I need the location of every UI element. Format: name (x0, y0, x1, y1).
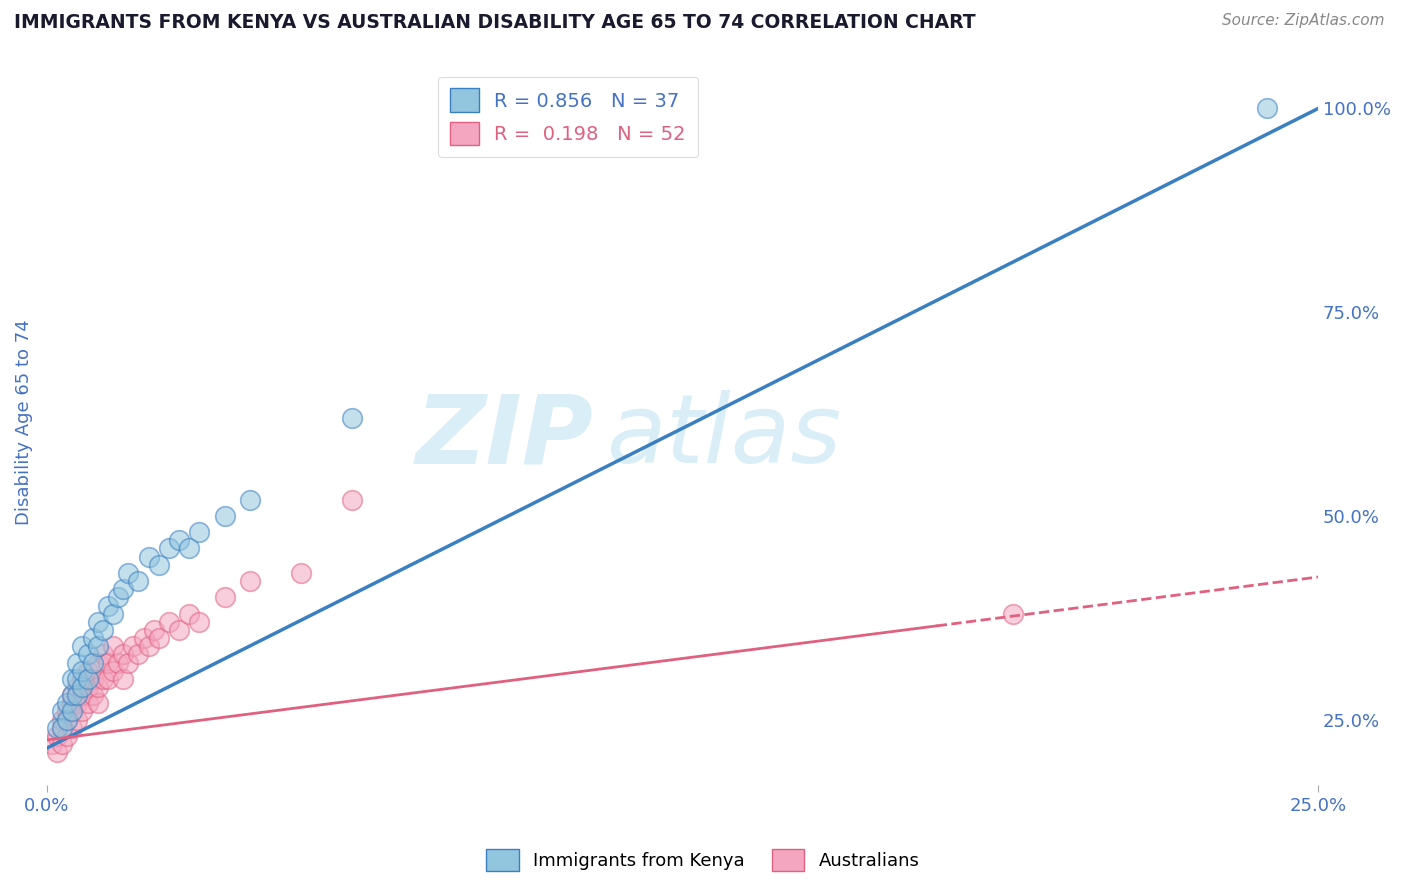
Point (66, 713, 89, 727)
Point (72, 688, 94, 702)
Point (239, 574, 262, 588)
Point (122, 639, 145, 653)
Point (97, 599, 120, 613)
Point (60, 705, 83, 719)
Point (148, 631, 170, 645)
Point (290, 566, 312, 580)
Point (107, 591, 129, 605)
Point (72, 705, 94, 719)
Point (167, 533, 190, 548)
Point (72, 639, 94, 653)
Point (76, 680, 98, 694)
Point (82, 672, 104, 686)
Point (148, 558, 170, 572)
Point (56, 729, 79, 743)
Legend: R = 0.856   N = 37, R =  0.198   N = 52: R = 0.856 N = 37, R = 0.198 N = 52 (439, 77, 697, 157)
Point (66, 672, 89, 686)
Point (82, 656, 104, 670)
Point (112, 582, 135, 597)
Text: IMMIGRANTS FROM KENYA VS AUSTRALIAN DISABILITY AGE 65 TO 74 CORRELATION CHART: IMMIGRANTS FROM KENYA VS AUSTRALIAN DISA… (14, 13, 976, 32)
Point (82, 688, 104, 702)
Point (51, 721, 73, 735)
Point (60, 696, 83, 710)
Text: atlas: atlas (606, 390, 841, 483)
Point (66, 680, 89, 694)
Point (46, 745, 69, 759)
Point (46, 721, 69, 735)
Point (87, 656, 110, 670)
Point (51, 737, 73, 751)
Point (60, 688, 83, 702)
Point (87, 696, 110, 710)
Point (66, 656, 89, 670)
Point (1256, 102, 1278, 116)
Point (179, 541, 201, 556)
Point (112, 672, 135, 686)
Point (60, 672, 83, 686)
Point (239, 492, 262, 507)
Point (56, 705, 79, 719)
Point (188, 525, 211, 540)
Point (87, 639, 110, 653)
Point (91, 672, 114, 686)
Point (72, 680, 94, 694)
Point (82, 631, 104, 645)
Point (101, 639, 124, 653)
Point (142, 623, 165, 637)
Point (214, 591, 236, 605)
Point (138, 549, 160, 564)
Point (51, 721, 73, 735)
Point (60, 688, 83, 702)
Point (107, 656, 129, 670)
Point (117, 566, 139, 580)
Point (66, 688, 89, 702)
Point (127, 648, 149, 662)
Point (157, 615, 180, 629)
Point (188, 615, 211, 629)
Point (46, 729, 69, 743)
Text: Source: ZipAtlas.com: Source: ZipAtlas.com (1222, 13, 1385, 29)
Point (127, 574, 149, 588)
Point (60, 705, 83, 719)
Text: ZIP: ZIP (416, 390, 593, 483)
Point (72, 664, 94, 678)
Point (138, 639, 160, 653)
Point (56, 713, 79, 727)
Point (56, 713, 79, 727)
Point (132, 631, 155, 645)
Point (41, 737, 63, 751)
Point (97, 672, 120, 686)
Point (179, 607, 201, 621)
Point (87, 615, 110, 629)
Y-axis label: Disability Age 65 to 74: Disability Age 65 to 74 (15, 319, 32, 525)
Point (340, 411, 363, 425)
Point (72, 672, 94, 686)
Point (101, 664, 124, 678)
Point (76, 664, 98, 678)
Point (101, 607, 124, 621)
Point (340, 492, 363, 507)
Point (167, 623, 190, 637)
Point (76, 648, 98, 662)
Point (56, 696, 79, 710)
Point (91, 623, 114, 637)
Point (66, 696, 89, 710)
Legend: Immigrants from Kenya, Australians: Immigrants from Kenya, Australians (479, 842, 927, 879)
Point (214, 508, 236, 523)
Point (117, 656, 139, 670)
Point (112, 648, 135, 662)
Point (76, 672, 98, 686)
Point (157, 541, 180, 556)
Point (1002, 607, 1025, 621)
Point (91, 648, 114, 662)
Point (51, 705, 73, 719)
Point (87, 680, 110, 694)
Point (60, 721, 83, 735)
Point (51, 713, 73, 727)
Point (76, 696, 98, 710)
Point (97, 656, 120, 670)
